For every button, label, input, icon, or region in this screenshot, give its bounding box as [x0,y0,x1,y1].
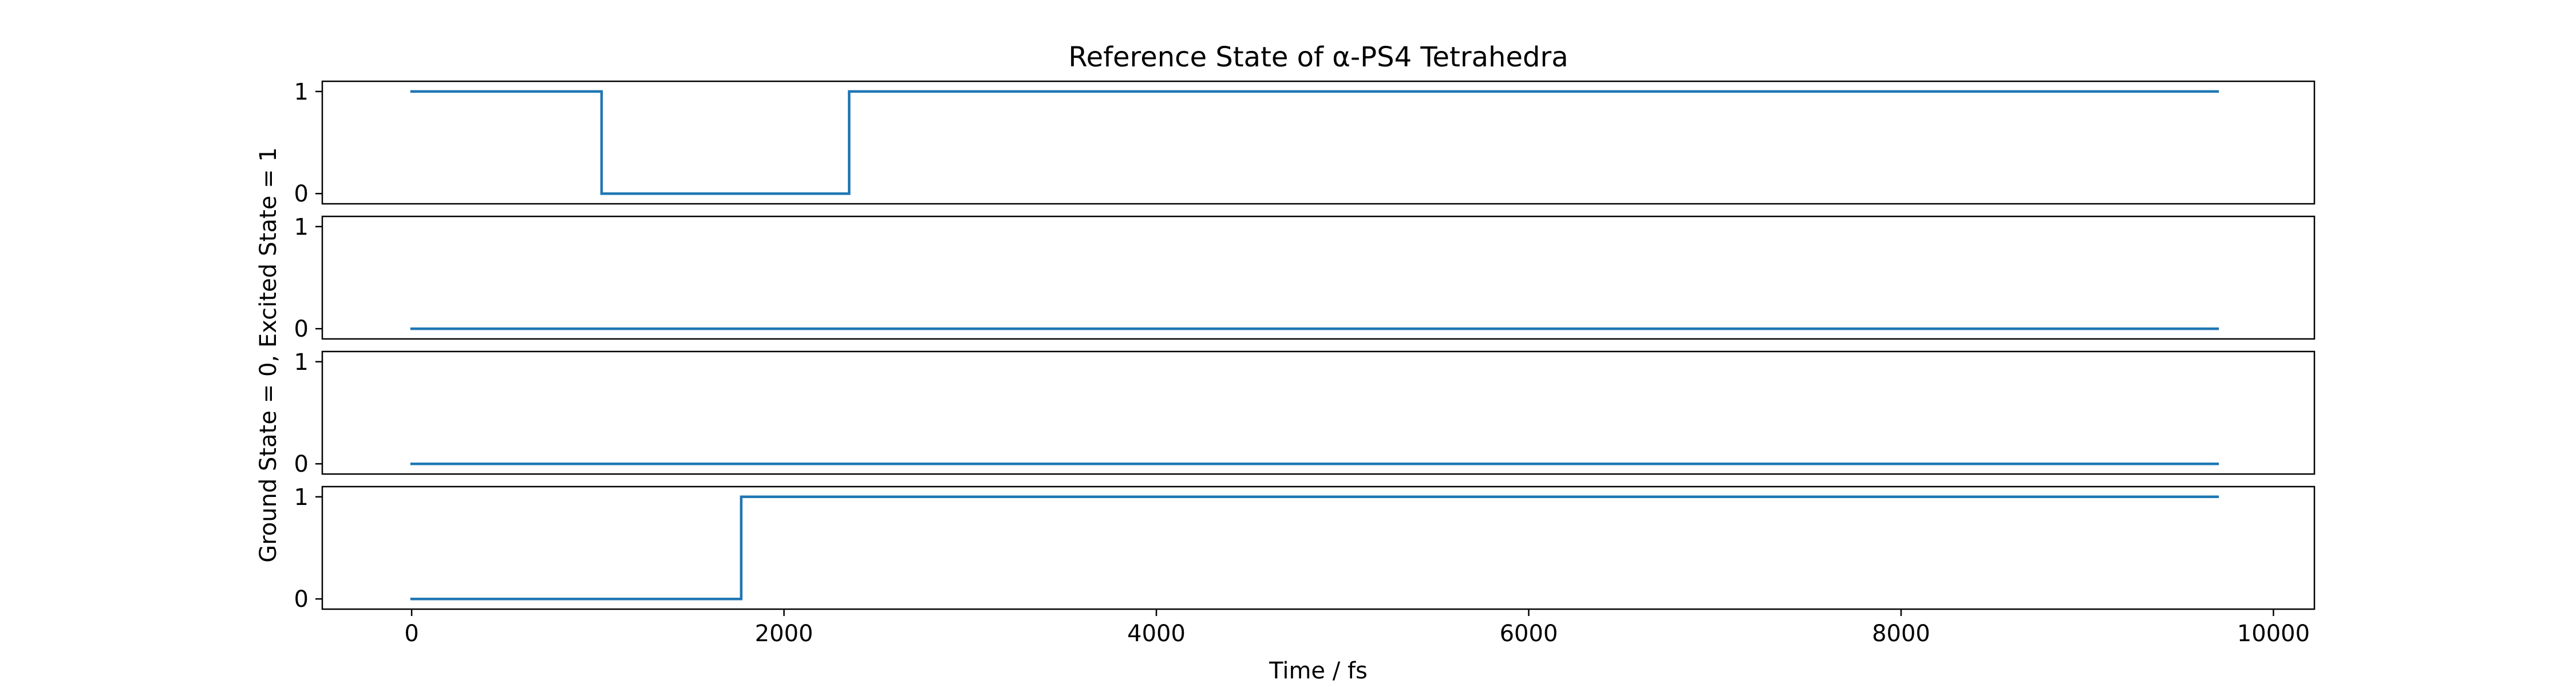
x-tick-label: 10000 [2237,621,2310,647]
x-tick-label: 0 [404,621,418,647]
y-tick-label: 1 [294,79,309,105]
y-tick-label: 1 [294,349,309,376]
subplot-panel-1: 01 [294,79,2316,207]
subplot-frame-4 [321,485,2316,610]
x-tick-label: 2000 [755,621,813,647]
subplot-panel-3: 01 [294,349,2316,477]
x-tick-label: 4000 [1127,621,1186,647]
series-line-1 [410,90,2219,195]
y-tick-label: 1 [294,214,309,240]
subplot-panel-4: 01 [294,484,2316,613]
y-axis-label: Ground State = 0, Excited State = 1 [255,147,282,563]
y-tick-label: 0 [294,586,309,613]
subplot-panel-2: 01 [294,214,2316,342]
y-tick-label: 0 [294,316,309,342]
y-tick-label: 0 [294,451,309,477]
x-tick-label: 6000 [1500,621,1558,647]
x-axis-ticks: 0 2000 4000 6000 8000 10000 [404,609,2310,647]
y-tick-label: 1 [294,484,309,511]
series-line-4 [410,495,2219,601]
subplot-frame-1 [321,80,2316,205]
y-tick-label: 0 [294,181,309,207]
subplot-frame-2 [321,215,2316,340]
x-tick-label: 8000 [1872,621,1930,647]
chart-title: Reference State of α-PS4 Tetrahedra [1068,41,1568,73]
subplot-frame-3 [321,350,2316,475]
x-axis-label: Time / fs [1269,658,1368,684]
